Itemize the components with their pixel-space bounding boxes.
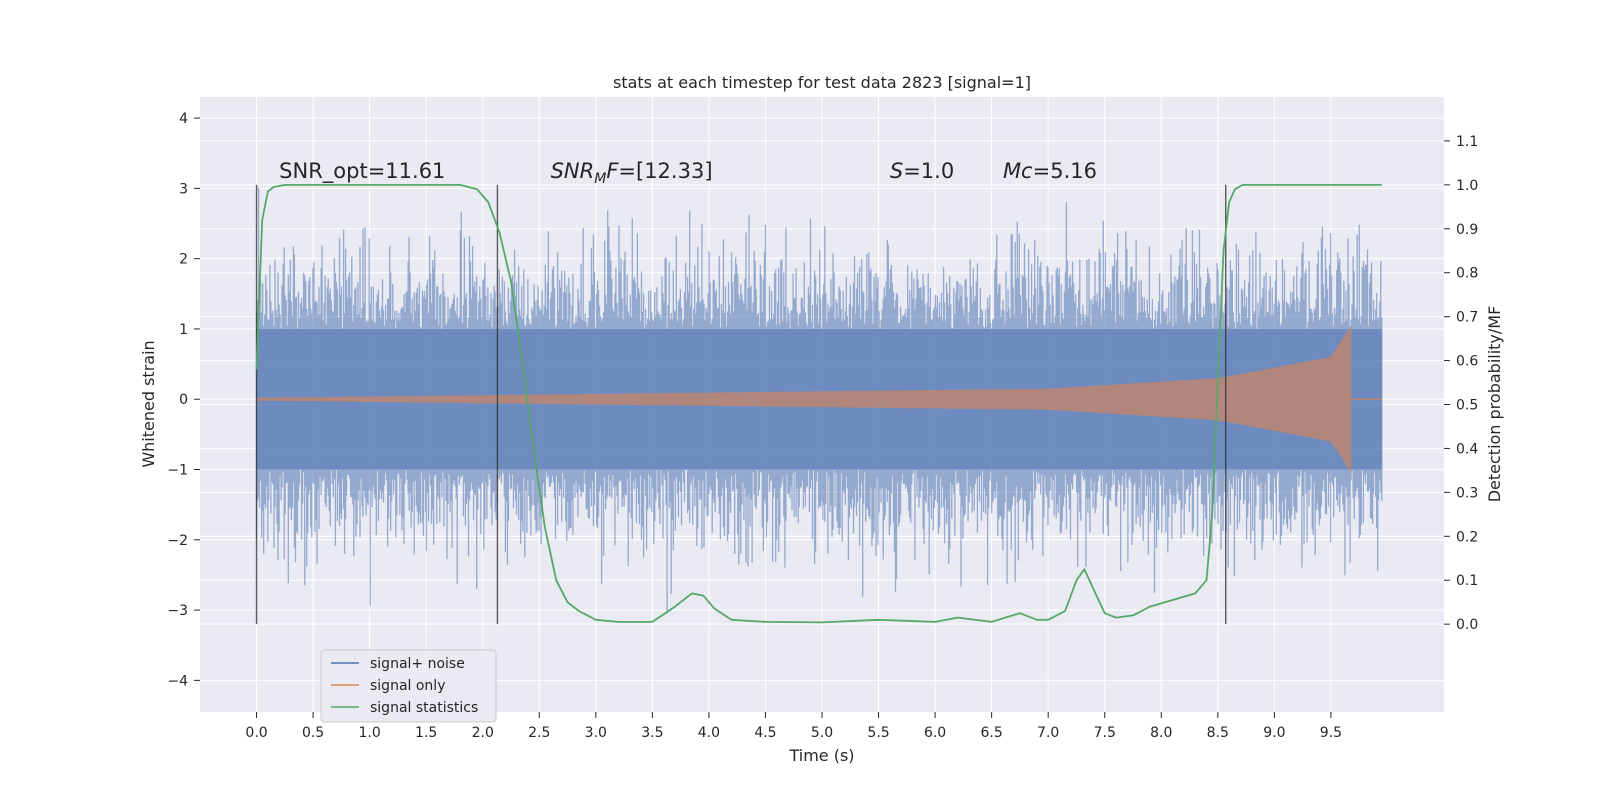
y-tick-label-left: −3 [167,603,188,619]
x-tick-label: 7.0 [1037,725,1059,741]
chart-title: stats at each timestep for test data 282… [613,73,1031,92]
x-tick-label: 5.0 [811,725,833,741]
x-tick-label: 8.0 [1150,725,1172,741]
y-tick-label-left: 2 [179,252,188,268]
legend-label-signal-noise: signal+ noise [370,656,465,672]
y-tick-label-right: 0.4 [1456,441,1478,457]
y-tick-label-right: 1.1 [1456,134,1478,150]
x-tick-label: 2.0 [472,725,494,741]
x-tick-label: 2.5 [528,725,550,741]
y-tick-label-right: 0.3 [1456,485,1478,501]
annotation: Mc=5.16 [1003,159,1097,183]
y-tick-label-right: 0.6 [1456,354,1478,370]
x-tick-label: 1.5 [415,725,437,741]
y-tick-label-left: 0 [179,392,188,408]
y-tick-label-left: −4 [167,673,188,689]
y-tick-label-right: 1.0 [1456,178,1478,194]
x-tick-label: 7.5 [1094,725,1116,741]
x-tick-label: 0.0 [245,725,267,741]
x-tick-label: 5.5 [867,725,889,741]
x-tick-label: 1.0 [359,725,381,741]
y-tick-label-left: 3 [179,181,188,197]
signal-statistics-line [255,184,1382,624]
x-tick-label: 4.0 [698,725,720,741]
x-tick-label: 8.5 [1207,725,1229,741]
y-tick-label-left: −2 [167,533,188,549]
y-tick-label-right: 0.1 [1456,573,1478,589]
y-axis-label-right: Detection probability/MF [1485,306,1504,503]
x-tick-label: 6.5 [981,725,1003,741]
y-tick-label-right: 0.5 [1456,398,1478,414]
y-tick-label-left: 1 [179,322,188,338]
annotation: S=1.0 [890,159,954,183]
x-axis-label: Time (s) [788,746,854,765]
legend-label-signal-statistics: signal statistics [370,700,478,716]
y-tick-label-left: −1 [167,463,188,479]
annotations: SNR_opt=11.61 SNRMF=[12.33] S=1.0 Mc=5.16 [279,159,1097,187]
y-tick-label-right: 0.2 [1456,529,1478,545]
vertical-markers [255,184,1227,625]
x-tick-label: 9.0 [1263,725,1285,741]
y-tick-label-right: 0.8 [1456,266,1478,282]
x-tick-label: 9.5 [1320,725,1342,741]
y-tick-label-right: 0.9 [1456,222,1478,238]
signal-only-series [256,325,1382,473]
signal-statistics-series [255,184,1382,624]
x-tick-label: 6.0 [924,725,946,741]
y-tick-label-right: 0.7 [1456,310,1478,326]
tick-labels: 0.0 0.5 1.0 1.5 2.0 2.5 3.0 3.5 4.0 4.5 5.0 5.5 6.0 6… [167,111,1478,741]
legend: signal+ noise signal only signal statist… [320,649,497,723]
legend-box [320,649,497,723]
x-tick-label: 3.5 [641,725,663,741]
signal-envelope [256,325,1352,473]
y-tick-label-right: 0.0 [1456,617,1478,633]
x-tick-label: 3.0 [585,725,607,741]
annotation: SNRMF=[12.33] [551,159,713,187]
x-tick-label: 4.5 [754,725,776,741]
y-tick-label-left: 4 [179,111,188,127]
legend-label-signal-only: signal only [370,678,445,694]
x-tick-label: 0.5 [302,725,324,741]
annotation: SNR_opt=11.61 [279,159,445,184]
y-axis-label-left: Whitened strain [139,340,158,467]
